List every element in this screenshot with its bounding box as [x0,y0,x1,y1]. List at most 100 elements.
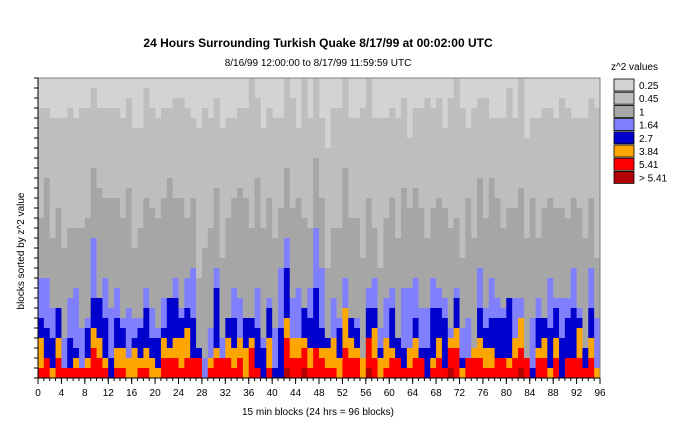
heat-cell [389,358,396,378]
heat-cell [436,308,443,338]
heat-cell [459,358,466,368]
heat-cell [125,98,133,188]
heat-cell [160,328,168,338]
heat-cell [494,358,501,378]
heat-cell [336,328,343,358]
heat-cell [500,228,507,308]
heat-cell [237,108,244,188]
heat-cell [307,288,314,318]
heat-cell [295,338,302,358]
heat-cell [371,328,378,358]
heat-cell [149,108,156,208]
heat-cell [131,318,138,338]
heat-cell [231,288,238,318]
heat-cell [371,118,378,228]
heat-cell [400,348,408,368]
heat-cell [371,308,378,328]
heat-cell [260,338,267,348]
heat-cell [553,298,560,308]
heat-cell [172,338,179,358]
heat-cell [324,348,332,368]
heat-cell [143,348,150,368]
heat-cell [535,358,542,378]
heat-cell [400,188,408,288]
heat-cell [84,328,92,358]
heat-cell [307,118,314,228]
heat-cell [594,258,601,318]
heat-cell [43,108,51,178]
heat-cell [441,208,449,298]
heat-cell [465,198,472,318]
heat-cell [506,358,513,368]
heat-cell [73,288,80,348]
heat-cell [114,108,121,198]
heat-cell [453,298,460,328]
heat-cell [272,118,279,238]
heat-cell [55,308,62,338]
heat-cell [131,348,138,378]
heat-cell [301,78,308,218]
x-axis: 0 4 8 12 16 20 24 28 32 36 40 44 48 52 56 60 64 68 72 76 80 8… [35,377,606,399]
heat-cell [488,278,496,318]
heat-cell [172,298,179,338]
heat-cell [149,308,156,338]
heat-cell [114,198,121,288]
heat-cell [564,218,572,298]
heat-cell [219,128,226,258]
heat-cell [406,288,414,348]
heat-cell [166,178,174,298]
heat-cell [242,318,250,348]
heat-cell [377,328,384,348]
x-tick-label: 8 [82,388,88,399]
heat-cell [289,298,296,338]
heat-cell [114,318,121,348]
heat-cell [266,298,273,308]
heat-cell [289,338,296,358]
heat-cell [430,368,437,378]
heat-cell [465,358,472,378]
heat-cell [559,208,566,298]
heat-cell [237,188,244,298]
heat-cell [43,328,51,358]
heat-cell [166,358,174,378]
heat-cell [190,198,197,268]
legend-title: z^2 values [611,62,658,73]
heat-cell [576,358,583,378]
heat-cell [295,198,302,288]
plot-area [37,77,601,379]
y-axis [34,77,39,379]
heat-cell [114,288,121,318]
heat-cell [482,368,490,378]
heat-cell [73,358,80,368]
heat-cell [576,208,583,308]
heat-cell [114,348,121,368]
heat-cell [424,98,431,238]
heat-cell [383,118,390,218]
heat-cell [67,368,74,378]
heat-cell [307,318,314,348]
heat-cell [108,198,115,308]
heat-cell [219,338,226,358]
heat-cell [190,318,197,358]
heat-cell [201,248,209,358]
heat-cell [301,368,308,378]
x-tick-label: 28 [196,388,208,399]
heat-cell [196,358,203,378]
heat-cell [365,308,373,338]
heat-cell [90,168,97,238]
heat-cell [371,228,378,278]
heat-cell [389,308,396,348]
heat-cell [453,348,460,378]
heat-cell [500,308,507,318]
heat-cell [359,358,367,378]
heat-cell [471,108,478,238]
heat-cell [301,218,308,308]
heat-cell [342,78,349,168]
heat-cell [453,78,460,218]
heat-cell [506,88,513,208]
heat-cell [295,358,302,378]
heat-cell [324,338,332,348]
heat-cell [482,308,490,328]
heat-cell [430,208,437,278]
heat-cell [365,288,373,308]
